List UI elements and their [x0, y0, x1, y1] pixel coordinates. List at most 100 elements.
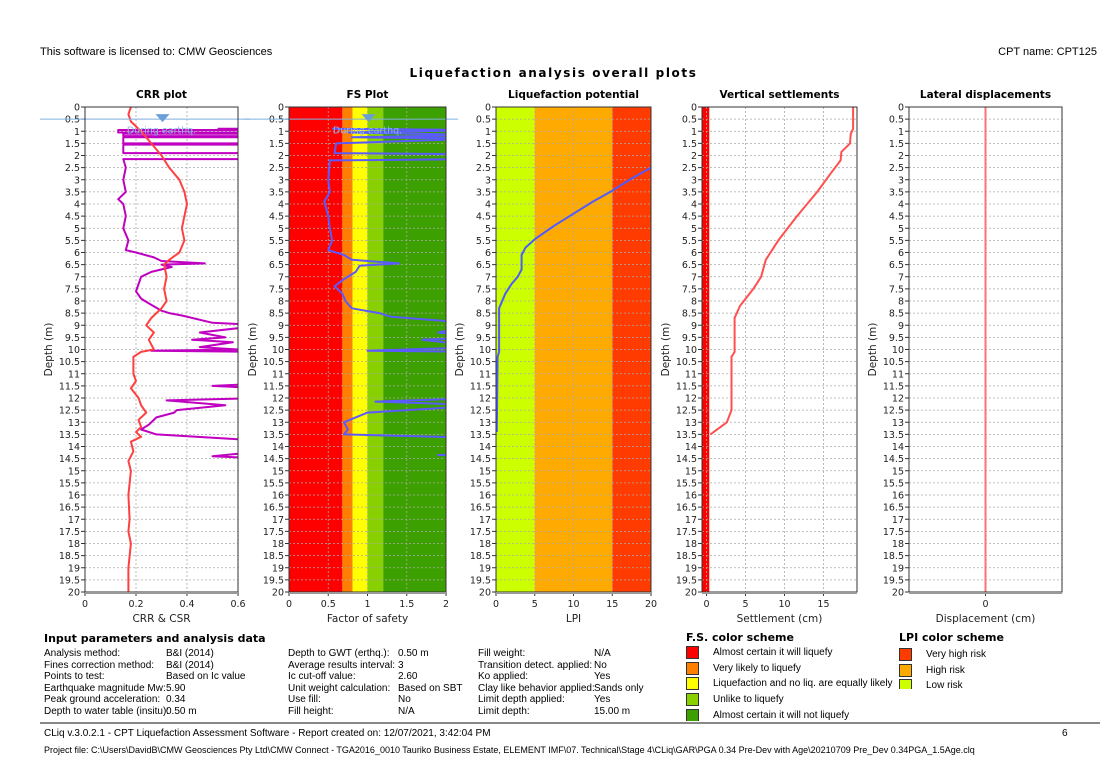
y-tick-label: 6 — [898, 248, 904, 259]
y-tick-label: 20 — [68, 588, 80, 599]
x-tick-label: 1.5 — [399, 599, 414, 610]
legend-label: Liquefaction and no liq. are equally lik… — [713, 678, 893, 690]
y-tick-label: 18 — [272, 539, 284, 550]
y-tick-label: 5 — [691, 224, 697, 235]
legend-label: Low risk — [926, 680, 963, 689]
y-tick-label: 14 — [685, 442, 697, 453]
y-tick-label: 14 — [272, 442, 284, 453]
y-tick-label: 14 — [892, 442, 904, 453]
y-tick-label: 3 — [898, 175, 904, 186]
y-tick-label: 9.5 — [476, 333, 491, 344]
y-tick-label: 12 — [479, 394, 491, 405]
y-tick-label: 15 — [685, 466, 697, 477]
y-tick-label: 14.5 — [883, 454, 904, 465]
y-axis-label: Depth (m) — [454, 323, 466, 377]
y-tick-label: 17 — [68, 515, 80, 526]
y-tick-label: 13.5 — [59, 430, 80, 441]
param-value: 0.50 m — [398, 648, 429, 659]
y-tick-label: 12 — [272, 394, 284, 405]
y-tick-label: 9 — [898, 321, 904, 332]
y-tick-label: 11 — [272, 369, 284, 380]
color-swatch — [686, 677, 699, 691]
y-tick-label: 18 — [479, 539, 491, 550]
y-tick-label: 13 — [479, 418, 491, 429]
y-tick-label: 12.5 — [676, 406, 697, 417]
x-axis-label: LPI — [566, 613, 581, 625]
y-tick-label: 3.5 — [476, 187, 491, 198]
y-tick-label: 12.5 — [883, 406, 904, 417]
y-tick-label: 5.5 — [682, 236, 697, 247]
y-tick-label: 19.5 — [676, 575, 697, 586]
y-axis-label: Depth (m) — [247, 323, 259, 377]
param-value: 3 — [398, 659, 404, 671]
y-tick-label: 13 — [892, 418, 904, 429]
page-number: 6 — [1062, 728, 1068, 739]
y-tick-label: 10 — [479, 345, 491, 356]
y-tick-label: 13.5 — [470, 430, 491, 441]
y-tick-label: 1 — [278, 127, 284, 138]
y-tick-label: 1.5 — [682, 139, 697, 150]
y-tick-label: 9.5 — [269, 333, 284, 344]
y-tick-label: 8.5 — [889, 309, 904, 320]
y-tick-label: 8.5 — [476, 309, 491, 320]
lpi-legend-title: LPI color scheme — [899, 631, 1004, 644]
legend-item: Unlike to liquefy — [686, 692, 893, 708]
legend-label: Very high risk — [926, 649, 987, 661]
legend-item: Very likely to liquefy — [686, 661, 893, 677]
x-tick-label: 0 — [286, 599, 292, 610]
y-tick-label: 17.5 — [263, 527, 284, 538]
y-tick-label: 5 — [898, 224, 904, 235]
y-tick-label: 11 — [479, 369, 491, 380]
y-tick-label: 8 — [691, 297, 697, 308]
chart-title: Lateral displacements — [920, 89, 1051, 101]
y-tick-label: 3 — [691, 175, 697, 186]
y-tick-label: 15 — [68, 466, 80, 477]
y-tick-label: 20 — [892, 588, 904, 599]
y-tick-label: 1.5 — [65, 139, 80, 150]
param-label: Points to test: — [44, 671, 105, 683]
chart-0: 00.511.522.533.544.555.566.577.588.599.5… — [40, 89, 250, 625]
y-tick-label: 15 — [272, 466, 284, 477]
y-tick-label: 17.5 — [59, 527, 80, 538]
y-tick-label: 15 — [479, 466, 491, 477]
y-tick-label: 11.5 — [263, 381, 284, 392]
y-tick-label: 8 — [74, 297, 80, 308]
y-tick-label: 16 — [479, 491, 491, 502]
y-tick-label: 20 — [685, 588, 697, 599]
y-tick-label: 8.5 — [269, 309, 284, 320]
y-tick-label: 18 — [685, 539, 697, 550]
series-crr-line — [140, 397, 238, 441]
y-tick-label: 8.5 — [65, 309, 80, 320]
y-tick-label: 13.5 — [263, 430, 284, 441]
param-value: Yes — [594, 671, 611, 683]
y-tick-label: 1 — [898, 127, 904, 138]
x-tick-label: 15 — [606, 599, 618, 610]
x-tick-label: 1 — [364, 599, 370, 610]
y-tick-label: 3.5 — [65, 187, 80, 198]
x-tick-label: 5 — [532, 599, 538, 610]
param-label: Limit depth: — [478, 706, 530, 717]
y-tick-label: 10 — [272, 345, 284, 356]
x-tick-label: 0.4 — [179, 599, 194, 610]
y-tick-label: 16.5 — [263, 503, 284, 514]
y-tick-label: 8.5 — [682, 309, 697, 320]
param-label: Depth to GWT (erthq.): — [288, 648, 390, 659]
y-tick-label: 19.5 — [263, 575, 284, 586]
y-tick-label: 11.5 — [59, 381, 80, 392]
series-crr-line — [211, 383, 238, 389]
x-tick-label: 0.6 — [230, 599, 245, 610]
x-tick-label: 0.5 — [321, 599, 336, 610]
y-tick-label: 0 — [485, 103, 491, 114]
y-tick-label: 0.5 — [476, 115, 491, 126]
y-tick-label: 5.5 — [889, 236, 904, 247]
y-tick-label: 13 — [68, 418, 80, 429]
y-tick-label: 2 — [485, 151, 491, 162]
y-tick-label: 1 — [691, 127, 697, 138]
y-tick-label: 12.5 — [470, 406, 491, 417]
color-swatch — [686, 708, 699, 721]
y-tick-label: 18 — [68, 539, 80, 550]
y-tick-label: 17.5 — [470, 527, 491, 538]
color-swatch — [686, 646, 699, 660]
y-tick-label: 7.5 — [889, 284, 904, 295]
series-fs-line — [437, 453, 446, 457]
